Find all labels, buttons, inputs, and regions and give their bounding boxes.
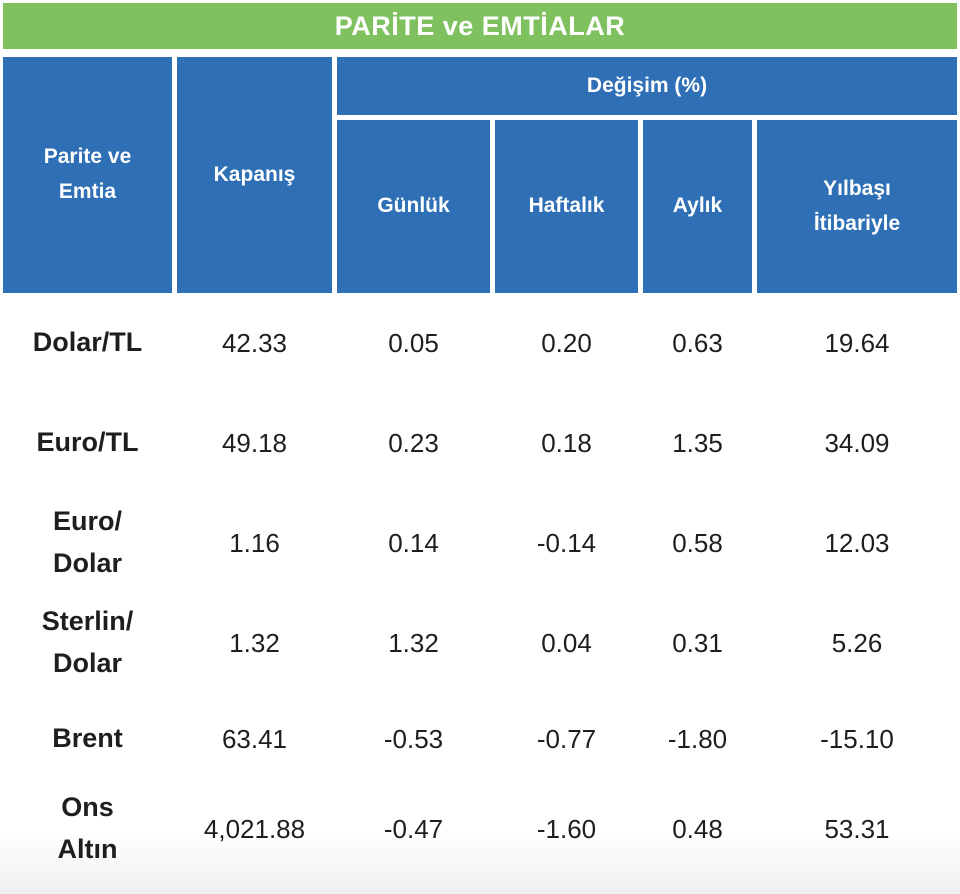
cell-aylik: 1.35 [672,427,723,458]
cell-haftalik: -1.60 [536,813,597,844]
page-title: PARİTE ve EMTİALAR [334,10,626,41]
cell-aylik: 0.58 [672,527,723,558]
column-group-header-degisim: Değişim (%) [337,57,957,115]
column-header-parite-emtia: Parite ve Emtia [3,57,172,293]
column-header-aylik: Aylık [643,120,752,293]
row-label: Euro/TL [36,427,139,458]
cell-kapanis: 42.33 [221,327,288,358]
cell-kapanis: 4,021.88 [203,813,306,844]
cell-haftalik: 0.20 [541,327,592,358]
cell-kapanis: 49.18 [221,427,288,458]
cell-yilbasi: 5.26 [831,627,883,658]
cell-yilbasi: 34.09 [824,427,890,458]
row-label: Brent [52,723,123,754]
cell-gunluk: 0.23 [388,427,439,458]
cell-aylik: 0.63 [672,327,723,358]
cell-aylik: -1.80 [667,723,728,754]
column-header-yilbasi: Yılbaşı İtibariyle [757,120,957,293]
cell-gunluk: 1.32 [388,627,439,658]
cell-kapanis: 63.41 [221,723,288,754]
row-label: Euro/ Dolar [52,506,123,578]
cell-aylik: 0.31 [672,627,723,658]
row-label: Ons Altın [57,792,118,864]
cell-gunluk: -0.47 [383,813,444,844]
cell-aylik: 0.48 [672,813,723,844]
cell-yilbasi: 53.31 [824,813,890,844]
cell-haftalik: 0.04 [541,627,592,658]
row-label: Sterlin/ Dolar [41,606,134,678]
row-label: Dolar/TL [32,327,143,358]
cell-yilbasi: -15.10 [820,723,894,754]
cell-yilbasi: 12.03 [824,527,890,558]
table-header: Parite ve Emtia Kapanış Değişim (%) Günl… [3,57,957,293]
cell-haftalik: -0.14 [536,527,597,558]
column-header-gunluk: Günlük [337,120,490,293]
cell-kapanis: 1.16 [229,527,280,558]
column-header-kapanis: Kapanış [177,57,332,293]
cell-haftalik: 0.18 [541,427,592,458]
cell-gunluk: -0.53 [383,723,444,754]
cell-haftalik: -0.77 [536,723,597,754]
table-title-bar: PARİTE ve EMTİALAR [3,3,957,49]
cell-kapanis: 1.32 [229,627,280,658]
cell-gunluk: 0.14 [388,527,439,558]
cell-yilbasi: 19.64 [824,327,890,358]
table-body: Dolar/TL 42.33 0.05 0.20 0.63 19.64 Euro… [3,293,957,873]
column-header-haftalik: Haftalık [495,120,638,293]
cell-gunluk: 0.05 [388,327,439,358]
